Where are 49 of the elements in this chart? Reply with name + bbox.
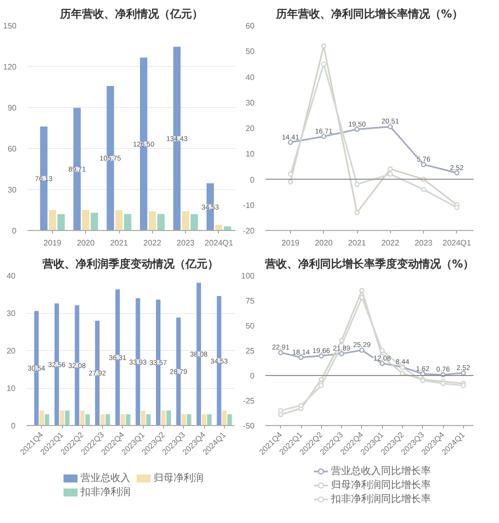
x-tick-label: 2024Q1 [204,238,234,248]
y-tick-label: 10 [246,150,256,159]
y-tick-label: 40 [6,272,16,280]
y-tick-label: 50 [246,322,256,330]
y-tick-label: 0 [250,175,256,184]
y-tick-label: 20 [6,346,16,356]
x-tick-label: 2021 [348,238,366,248]
y-tick-label: 40 [246,72,256,82]
y-tick-label: 120 [3,62,18,72]
chart-title: 历年营收、净利情况（亿元） [59,8,203,20]
x-tick-label: 2019 [282,238,300,248]
x-tick-label: 2024Q1 [442,238,472,248]
y-tick-label: 30 [8,186,18,194]
chart-title: 历年营收、净利同比增长率情况（%） [274,8,464,20]
legend-label: 归母净利润 [154,472,204,484]
y-tick-label: -20 [242,226,256,236]
y-tick-label: 60 [8,144,18,154]
x-tick-label: 2022 [143,238,162,248]
x-tick-label: 2023 [176,238,196,248]
y-tick-label: -10 [242,200,256,210]
y-tick-label: -50 [242,422,256,430]
y-tick-label: 90 [8,104,18,112]
y-tick-label: 30 [6,309,16,318]
x-tick-label: 2019 [44,238,62,248]
y-tick-label: 0 [12,226,18,236]
y-tick-label: 0 [11,422,16,430]
y-tick-label: 20 [246,124,256,133]
y-tick-label: 150 [3,22,18,30]
chart-title: 营收、净利润季度变动情况（亿元） [42,258,218,270]
legend-label: 扣非净利润 [80,486,130,498]
y-tick-label: 50 [246,47,256,56]
legend-label: 营业总收入 [80,472,130,484]
legend-label: 扣非净利润同比增长率 [330,493,431,505]
legend-label: 归母净利润同比增长率 [331,479,431,491]
x-tick-label: 2020 [76,238,96,248]
y-tick-label: 0 [250,372,256,380]
chart-title: 营收、净利同比增长率季度变动情况（%） [264,258,474,270]
y-tick-label: 100 [241,272,256,280]
y-tick-label: 25 [246,346,256,356]
legend-label: 营业总收入同比增长率 [331,465,431,477]
y-tick-label: 60 [246,22,256,30]
y-tick-label: 75 [246,296,256,306]
x-tick-label: 2023 [414,238,434,248]
y-tick-label: 10 [6,384,16,393]
x-tick-label: 2022 [381,238,400,248]
y-tick-label: -25 [242,396,256,406]
x-tick-label: 2021 [110,238,128,248]
x-tick-label: 2020 [314,238,334,248]
y-tick-label: 30 [246,98,256,108]
